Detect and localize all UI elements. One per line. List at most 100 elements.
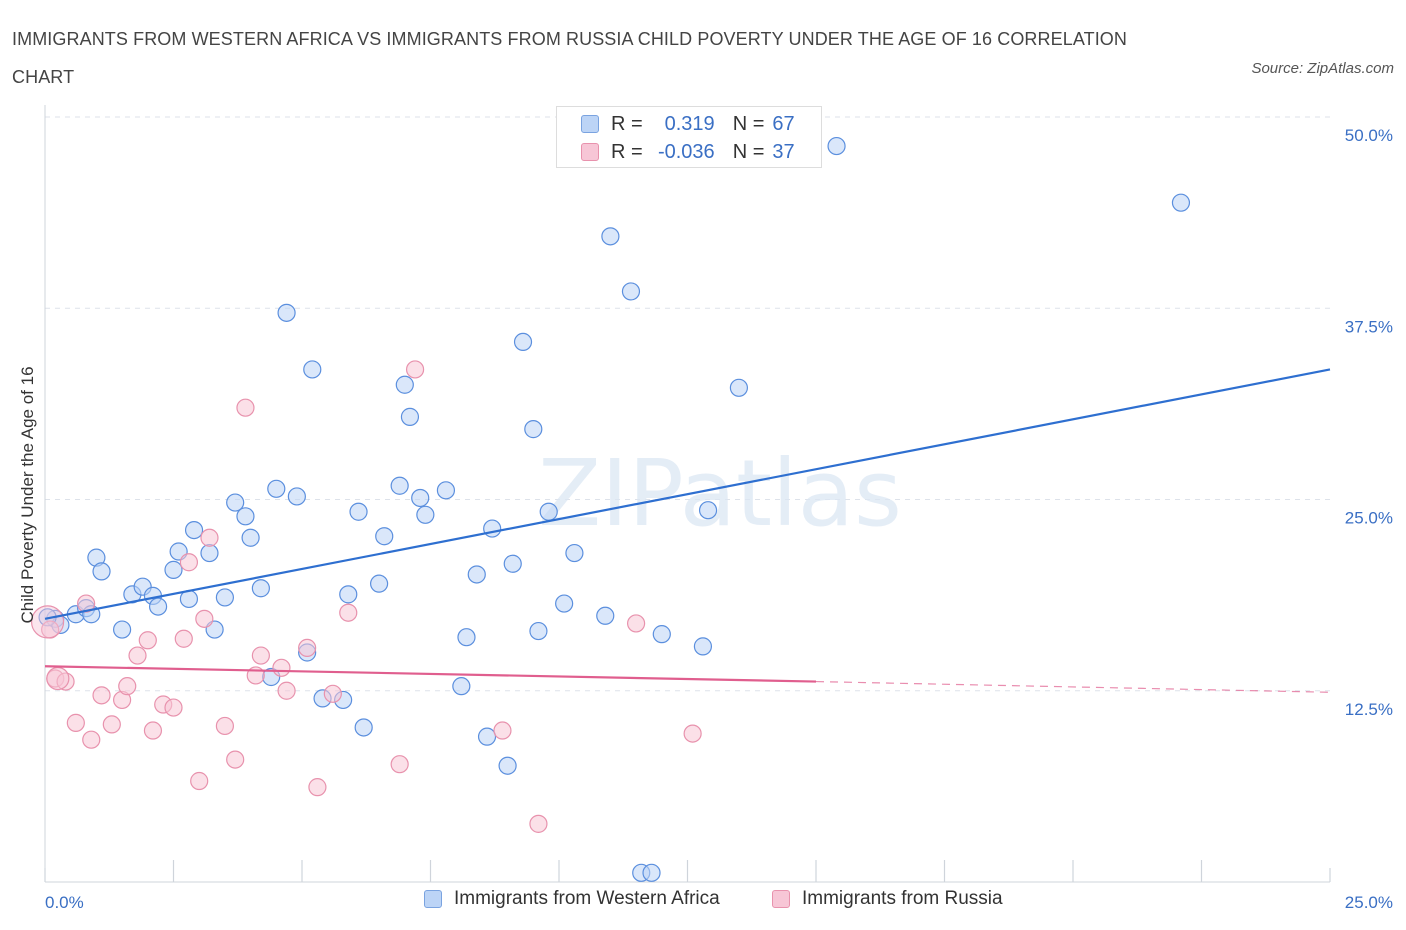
russia-point	[143, 721, 163, 740]
western-africa-point	[241, 528, 260, 547]
chart-title: IMMIGRANTS FROM WESTERN AFRICA VS IMMIGR…	[12, 29, 1128, 87]
western-africa-point	[457, 628, 476, 647]
western-africa-point	[693, 637, 713, 656]
western-africa-point	[251, 579, 270, 598]
y-tick-label: 25.0%	[1345, 509, 1393, 528]
source-label: Source: ZipAtlas.com	[1251, 60, 1394, 77]
western-africa-point	[539, 502, 558, 521]
russia-point	[236, 398, 255, 417]
russia-trend-line	[44, 665, 817, 683]
n-label: N =	[732, 140, 765, 163]
y-tick-label: 37.5%	[1345, 317, 1393, 336]
russia-point	[298, 638, 317, 658]
watermark: ZIPatlas	[538, 440, 902, 547]
legend-swatch-pink	[772, 890, 790, 908]
western-africa-point	[400, 407, 420, 426]
western-africa-point	[395, 375, 414, 394]
legend-swatch-pink	[581, 143, 599, 161]
russia-point	[390, 755, 409, 774]
western-africa-point	[621, 282, 641, 301]
tick-labels: 12.5% 25.0% 37.5% 50.0% 0.0% 25.0%	[45, 126, 1393, 912]
western-africa-point	[226, 493, 245, 512]
western-africa-point	[215, 588, 234, 607]
western-africa-point	[513, 332, 533, 352]
western-africa-point	[416, 505, 435, 524]
r-label: R =	[611, 140, 643, 163]
western-africa-point	[267, 479, 286, 498]
axes	[44, 105, 1331, 883]
russia-point	[92, 686, 111, 705]
western-africa-point	[236, 507, 255, 526]
western-africa-trend-line	[44, 368, 1331, 620]
russia-point	[46, 666, 70, 691]
x-tick-label: 25.0%	[1345, 893, 1393, 912]
russia-point	[251, 646, 270, 665]
western-africa-point	[92, 562, 111, 581]
western-africa-point	[354, 718, 373, 737]
western-africa-point	[148, 597, 168, 616]
russia-point	[179, 553, 199, 572]
russia-point	[323, 684, 342, 703]
western-africa-point	[467, 565, 486, 584]
russia-point	[405, 360, 425, 379]
russia-point	[164, 698, 183, 717]
y-tick-label: 12.5%	[1345, 700, 1393, 719]
russia-point	[226, 750, 245, 769]
western-africa-point	[565, 543, 584, 563]
western-africa-point	[184, 520, 204, 540]
western-africa-point	[601, 227, 620, 246]
russia-point	[215, 716, 234, 736]
series-legend: Immigrants from Western Africa Immigrant…	[0, 888, 1406, 916]
legend-label: Immigrants from Russia	[802, 888, 1003, 909]
legend-item-russia[interactable]: Immigrants from Russia	[772, 888, 1003, 910]
western-africa-point	[1171, 193, 1191, 212]
legend-label: Immigrants from Western Africa	[454, 888, 720, 909]
russia-point	[128, 646, 147, 665]
r-label: R =	[611, 112, 643, 135]
legend-swatch-blue	[581, 115, 599, 133]
n-label: N =	[732, 112, 765, 135]
western-africa-point	[370, 574, 389, 593]
western-africa-point	[529, 621, 548, 641]
western-africa-point	[164, 560, 183, 579]
russia-point	[102, 715, 121, 734]
russia-point	[308, 778, 327, 797]
western-africa-point	[503, 554, 522, 573]
western-africa-point	[112, 620, 132, 639]
russia-point	[195, 609, 214, 628]
western-africa-point	[698, 501, 718, 520]
western-africa-point	[729, 378, 749, 397]
r-value: -0.036	[657, 140, 715, 163]
data-points	[30, 136, 1191, 882]
western-africa-point	[652, 625, 671, 644]
western-africa-point	[452, 677, 471, 696]
n-value: 67	[772, 112, 795, 135]
western-africa-point	[375, 527, 394, 546]
russia-point	[626, 614, 646, 633]
western-africa-point	[596, 606, 615, 625]
western-africa-point	[827, 136, 846, 156]
western-africa-point	[303, 360, 322, 379]
legend-swatch-blue	[424, 890, 442, 908]
r-value: 0.319	[664, 112, 715, 135]
western-africa-point	[555, 594, 574, 613]
western-africa-point	[642, 863, 661, 882]
stats-legend: R = 0.319 N = 67 R = -0.036 N = 37	[556, 106, 822, 168]
legend-item-western-africa[interactable]: Immigrants from Western Africa	[424, 888, 720, 910]
russia-point	[277, 681, 296, 700]
western-africa-point	[483, 519, 502, 538]
russia-point	[138, 631, 157, 650]
western-africa-point	[411, 488, 430, 508]
russia-point	[529, 814, 548, 833]
russia-trend-projection	[815, 680, 1331, 693]
russia-point	[118, 677, 137, 696]
russia-point	[493, 721, 512, 740]
western-africa-point	[349, 502, 368, 521]
western-africa-point	[200, 543, 219, 563]
russia-point	[174, 629, 193, 648]
western-africa-point	[498, 756, 517, 775]
trend-lines	[44, 368, 1331, 693]
x-tick-label: 0.0%	[45, 893, 84, 912]
western-africa-point	[339, 585, 358, 604]
